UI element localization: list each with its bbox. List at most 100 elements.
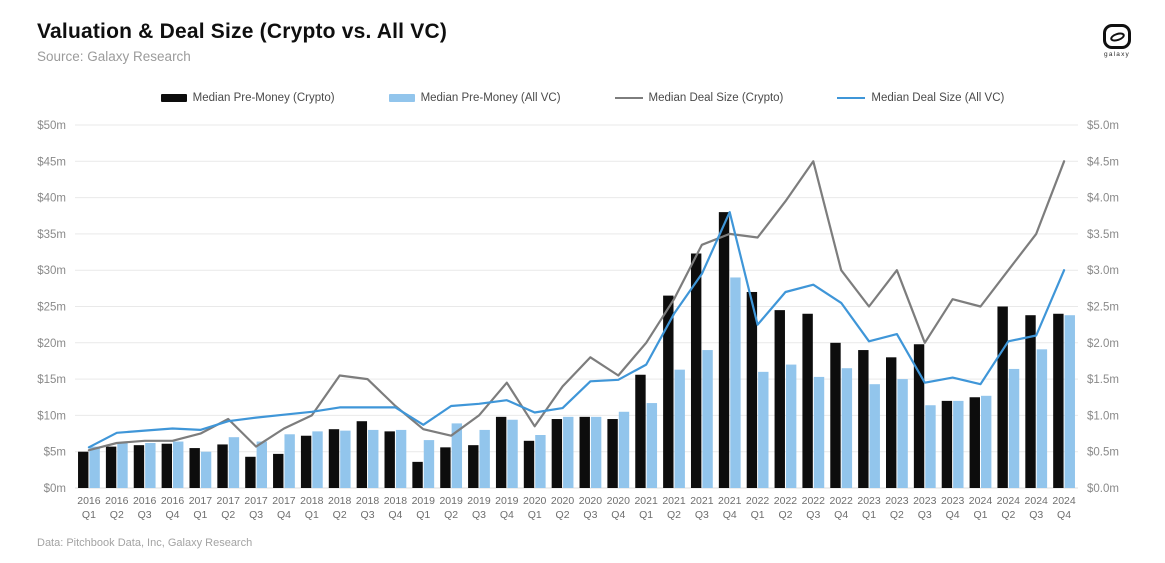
chart-svg: $0m $0.0m $5m $0.5m $10m $1.0m $15m $1.5m $20m $2… bbox=[37, 120, 1119, 521]
bar bbox=[774, 310, 785, 488]
bar bbox=[551, 419, 563, 488]
combo-chart: $0m $0.0m $5m $0.5m $10m $1.0m $15m $1.5m $20m $2… bbox=[0, 113, 1165, 530]
bar bbox=[618, 411, 630, 488]
x-tick-label: 2018 Q3 bbox=[356, 495, 380, 521]
bar bbox=[590, 416, 602, 488]
bar bbox=[412, 461, 423, 488]
bar bbox=[145, 442, 156, 488]
legend-label: Median Deal Size (All VC) bbox=[871, 92, 1005, 104]
bar bbox=[535, 435, 546, 488]
bar bbox=[507, 419, 518, 488]
bar bbox=[858, 350, 869, 488]
bar bbox=[217, 444, 228, 488]
bar bbox=[730, 277, 741, 488]
gridlines bbox=[75, 124, 1078, 489]
bar bbox=[674, 369, 685, 488]
bar bbox=[925, 405, 936, 488]
left-axis-tick: $25m bbox=[37, 302, 66, 314]
bar bbox=[690, 253, 702, 488]
right-axis-tick: $1.0m bbox=[1087, 410, 1119, 422]
x-tick-label: 2024 Q1 bbox=[969, 495, 993, 521]
x-tick-label: 2022 Q1 bbox=[746, 495, 770, 521]
bar bbox=[953, 400, 964, 488]
bar-swatch-icon bbox=[160, 94, 187, 102]
bar bbox=[1053, 313, 1064, 488]
bar bbox=[997, 306, 1008, 488]
bar bbox=[746, 291, 758, 488]
bar-series-2 bbox=[89, 277, 1075, 488]
bar bbox=[897, 379, 908, 488]
bar bbox=[368, 429, 379, 488]
x-tick-label: 2024 Q3 bbox=[1025, 495, 1049, 521]
bar bbox=[1064, 315, 1075, 488]
bar bbox=[89, 446, 100, 488]
x-tick-label: 2023 Q3 bbox=[913, 495, 937, 521]
x-tick-label: 2021 Q3 bbox=[690, 495, 714, 521]
x-tick-label: 2019 Q4 bbox=[495, 495, 519, 521]
left-axis-tick: $10m bbox=[37, 410, 66, 422]
right-axis-tick: $0.0m bbox=[1087, 483, 1119, 495]
right-axis-tick: $2.5m bbox=[1087, 302, 1119, 314]
left-axis-tick: $15m bbox=[37, 374, 66, 386]
bar bbox=[495, 416, 507, 488]
bar bbox=[1025, 315, 1036, 488]
bar bbox=[189, 448, 200, 488]
bar bbox=[423, 440, 435, 488]
bar bbox=[980, 395, 992, 488]
right-axis-tick: $0.5m bbox=[1087, 447, 1119, 459]
right-axis-tick: $1.5m bbox=[1087, 374, 1119, 386]
x-tick-label: 2023 Q2 bbox=[885, 495, 909, 521]
bar bbox=[635, 374, 646, 488]
galaxy-ellipse-icon bbox=[1108, 30, 1126, 43]
bar bbox=[395, 429, 407, 488]
bar bbox=[256, 441, 267, 488]
bar bbox=[117, 442, 128, 488]
legend-item-2: Median Pre-Money (All VC) bbox=[388, 92, 561, 104]
bar bbox=[479, 429, 490, 488]
x-tick-label: 2016 Q4 bbox=[161, 495, 185, 521]
x-tick-label: 2022 Q3 bbox=[802, 495, 826, 521]
x-tick-label: 2016 Q3 bbox=[133, 495, 157, 521]
right-axis-tick: $4.5m bbox=[1087, 156, 1119, 168]
bar-swatch-icon bbox=[388, 94, 415, 102]
bar bbox=[607, 419, 618, 488]
bar bbox=[886, 357, 897, 488]
x-tick-label: 2017 Q3 bbox=[244, 495, 268, 521]
x-tick-label: 2021 Q4 bbox=[718, 495, 742, 521]
left-axis-tick: $20m bbox=[37, 338, 66, 350]
bar bbox=[702, 350, 713, 488]
left-axis-tick: $5m bbox=[44, 447, 66, 459]
bar-series-1 bbox=[78, 212, 1064, 488]
left-axis-tick: $50m bbox=[37, 120, 66, 132]
x-tick-label: 2017 Q1 bbox=[189, 495, 213, 521]
bar bbox=[646, 403, 658, 488]
bar bbox=[356, 421, 368, 488]
bar bbox=[718, 212, 730, 488]
galaxy-logo-text: galaxy bbox=[1104, 51, 1130, 58]
bar bbox=[802, 313, 813, 488]
x-tick-label: 2019 Q3 bbox=[467, 495, 491, 521]
bar bbox=[869, 384, 880, 488]
bar bbox=[228, 437, 240, 488]
right-axis-tick: $3.5m bbox=[1087, 229, 1119, 241]
bar bbox=[468, 445, 479, 488]
bar bbox=[451, 423, 463, 488]
bar bbox=[200, 451, 212, 488]
source-label: Source: Galaxy Research bbox=[37, 49, 191, 64]
bar bbox=[300, 435, 312, 488]
bar bbox=[663, 295, 674, 488]
data-credit: Data: Pitchbook Data, Inc, Galaxy Resear… bbox=[37, 537, 253, 549]
right-axis-tick: $2.0m bbox=[1087, 338, 1119, 350]
legend-item-4: Median Deal Size (All VC) bbox=[837, 92, 1004, 104]
x-tick-label: 2017 Q4 bbox=[272, 495, 296, 521]
x-tick-label: 2021 Q2 bbox=[662, 495, 686, 521]
bar bbox=[78, 451, 89, 488]
line-swatch-icon bbox=[614, 96, 643, 100]
bar bbox=[245, 456, 256, 488]
x-tick-label: 2018 Q1 bbox=[300, 495, 324, 521]
x-tick-label: 2023 Q1 bbox=[857, 495, 881, 521]
bar bbox=[161, 443, 173, 488]
chart-header: Valuation & Deal Size (Crypto vs. All VC… bbox=[37, 20, 1055, 64]
bar bbox=[841, 368, 853, 488]
